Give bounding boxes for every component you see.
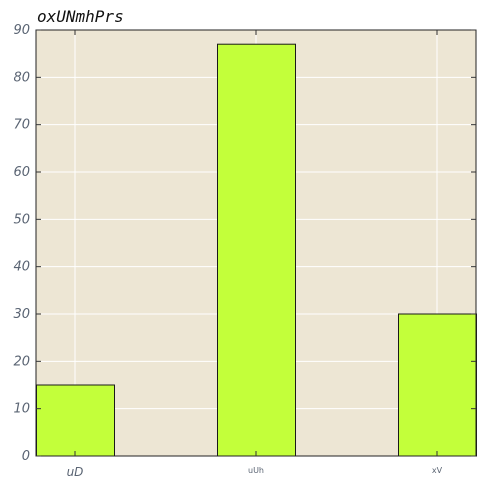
y-tick-label: 40 [13,260,30,275]
y-axis-ticks: 0 10 20 30 40 50 60 70 80 90 [13,23,476,464]
bar-uD [36,384,115,457]
chart-title: oxUNmhPrs [37,7,124,26]
x-tick-label: xV [432,466,443,475]
y-tick-label: 60 [13,165,30,180]
bar-uUh [217,43,296,457]
y-tick-label: 20 [13,354,30,369]
bar-xV [398,313,477,457]
x-axis-ticks: uD uUh xV [67,30,443,479]
y-tick-label: 30 [13,307,30,322]
x-tick-label: uUh [248,466,264,475]
x-tick-label: uD [67,465,84,479]
y-tick-label: 50 [13,212,30,227]
y-tick-label: 10 [13,402,30,417]
y-tick-label: 70 [13,118,30,133]
bars [36,43,477,457]
y-tick-label: 90 [13,23,30,38]
y-tick-label: 0 [22,449,30,464]
y-tick-label: 80 [13,70,30,85]
